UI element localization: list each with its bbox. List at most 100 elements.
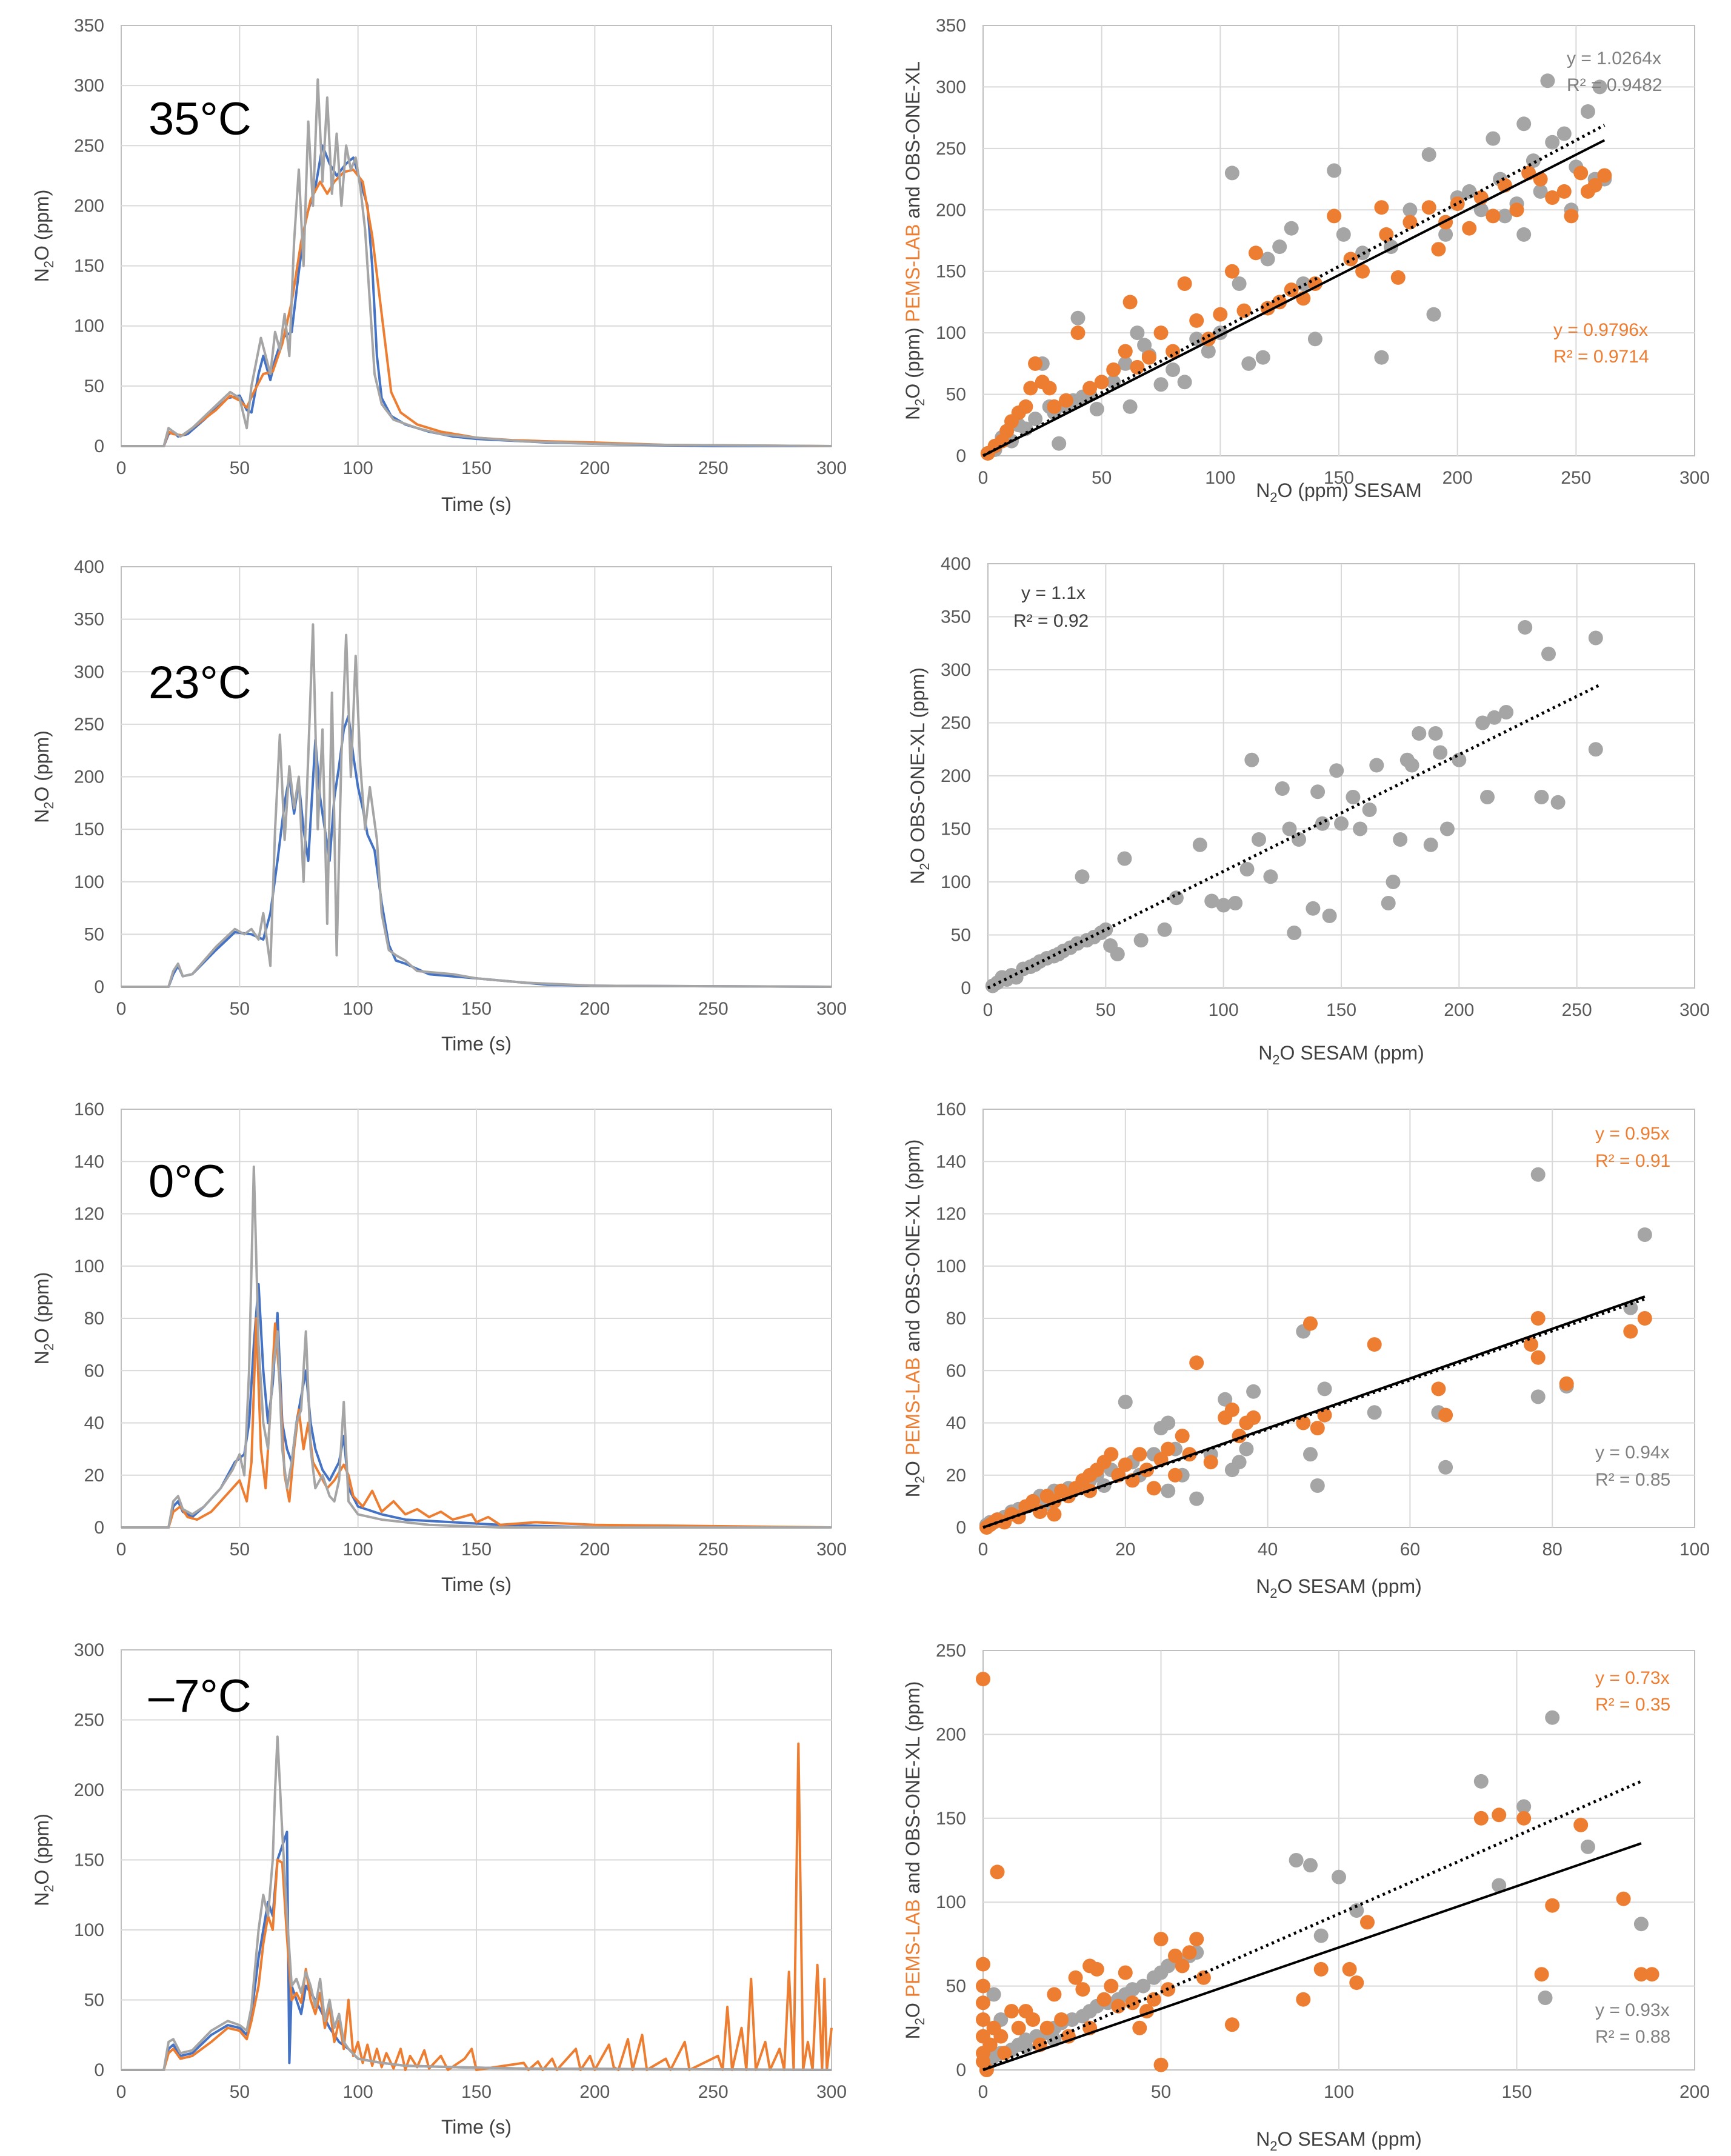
- point-obs-one-xl: [1516, 1799, 1532, 1814]
- point-pems-lab: [1224, 1402, 1239, 1417]
- x-tick-label: 50: [1096, 1000, 1116, 1020]
- x-tick-label: 0: [116, 458, 127, 478]
- point-obs-one-xl: [1545, 135, 1560, 150]
- point-pems-lab: [976, 1978, 990, 1994]
- point-obs-one-xl: [1433, 745, 1448, 760]
- fit-r2-pems-0c: R² = 0.91: [1595, 1151, 1670, 1171]
- x-tick-label: 0: [983, 1000, 993, 1020]
- point-obs-one-xl: [1588, 630, 1603, 646]
- x-tick-label: 300: [1679, 468, 1710, 488]
- point-obs-one-xl: [1157, 922, 1172, 937]
- point-pems-lab: [1644, 1967, 1659, 1982]
- y-tick-label: 150: [74, 256, 104, 276]
- point-obs-one-xl: [1428, 726, 1443, 741]
- y-tick-label: 50: [946, 385, 966, 405]
- point-obs-one-xl: [1275, 781, 1290, 796]
- x-axis-label: Time (s): [441, 2116, 512, 2138]
- point-pems-lab: [1402, 215, 1418, 230]
- point-obs-one-xl: [1332, 1869, 1346, 1884]
- point-pems-lab: [1141, 350, 1156, 365]
- point-obs-one-xl: [1239, 1441, 1254, 1457]
- x-axis-label: Time (s): [441, 1033, 512, 1055]
- point-pems-lab: [1153, 325, 1169, 341]
- x-tick-label: 250: [1561, 468, 1591, 488]
- y-tick-label: 120: [936, 1204, 966, 1224]
- point-obs-one-xl: [1534, 790, 1549, 804]
- point-pems-lab: [1161, 1441, 1176, 1457]
- point-obs-one-xl: [1130, 325, 1145, 341]
- point-pems-lab: [976, 1672, 990, 1687]
- point-pems-lab: [1075, 1982, 1090, 1997]
- point-obs-one-xl: [1110, 947, 1125, 961]
- point-obs-one-xl: [1369, 758, 1384, 773]
- point-pems-lab: [1026, 1494, 1041, 1509]
- point-pems-lab: [1132, 2020, 1147, 2035]
- fit-equation-obs-35c: y = 1.0264x: [1567, 48, 1661, 68]
- point-pems-lab: [1189, 1932, 1204, 1947]
- point-pems-lab: [1545, 190, 1560, 205]
- point-obs-one-xl: [1327, 163, 1342, 178]
- point-obs-one-xl: [1310, 1478, 1325, 1493]
- fit-line-pems-lab-fit: [982, 1842, 1642, 2071]
- point-obs-one-xl: [1329, 763, 1344, 778]
- y-axis-label: N2O OBS-ONE-XL (ppm): [907, 667, 932, 884]
- point-obs-one-xl: [1393, 832, 1408, 847]
- fit-r2-obs-minus7c: R² = 0.88: [1595, 2027, 1670, 2047]
- series-line-pems-lab-minus7c: [121, 1742, 833, 2071]
- panel-23c-scatter-plot: 0 50 100 150 200 250 300 0 50 100 150 200 250 300 350 4…: [907, 554, 1710, 1067]
- point-pems-lab: [1118, 1965, 1133, 1980]
- x-tick-label: 100: [343, 1540, 373, 1560]
- fit-equation-pems-minus7c: y = 0.73x: [1595, 1668, 1670, 1688]
- y-tick-label: 100: [941, 872, 971, 892]
- y-tick-label: 60: [84, 1361, 104, 1381]
- x-tick-label: 80: [1543, 1540, 1563, 1560]
- y-tick-label: 400: [941, 554, 971, 574]
- fit-line-obs-one-xl-fit: [982, 124, 1606, 458]
- temp-label-35c: 35°C: [148, 93, 252, 145]
- point-obs-one-xl: [1075, 869, 1090, 884]
- point-obs-one-xl: [1592, 79, 1607, 95]
- point-obs-one-xl: [1492, 1878, 1507, 1893]
- panel-23c-timeseries-plot: 0 50 100 150 200 250 300 0 50 100 150 200 250 300 350 4…: [31, 557, 847, 1055]
- point-pems-lab: [1355, 264, 1370, 279]
- y-tick-label: 100: [74, 1257, 104, 1277]
- x-tick-label: 300: [816, 458, 847, 478]
- point-obs-one-xl: [1499, 705, 1514, 719]
- point-obs-one-xl: [1161, 1415, 1176, 1430]
- y-tick-label: 100: [936, 1257, 966, 1277]
- x-tick-label: 250: [698, 2082, 729, 2102]
- y-tick-label: 350: [936, 16, 966, 36]
- point-obs-one-xl: [1439, 821, 1455, 836]
- point-obs-one-xl: [1289, 1853, 1304, 1867]
- point-obs-one-xl: [1255, 350, 1270, 365]
- point-pems-lab: [1039, 2020, 1055, 2035]
- y-tick-label: 150: [74, 819, 104, 839]
- x-axis-label: N2O SESAM (ppm): [1256, 2128, 1422, 2154]
- x-tick-label: 250: [698, 458, 729, 478]
- y-tick-label: 200: [941, 766, 971, 786]
- x-tick-label: 150: [461, 458, 492, 478]
- point-obs-one-xl: [1232, 276, 1247, 291]
- point-pems-lab: [1166, 344, 1181, 359]
- y-tick-label: 50: [946, 1977, 966, 1997]
- point-pems-lab: [1054, 2012, 1069, 2027]
- panel-0c-timeseries-plot: 0 50 100 150 200 250 300 0 20 40 60 80 100 120 140 160 T…: [31, 1100, 847, 1595]
- y-tick-label: 20: [84, 1466, 104, 1486]
- point-obs-one-xl: [1402, 202, 1418, 218]
- point-obs-one-xl: [1438, 227, 1453, 242]
- x-tick-label: 150: [1326, 1000, 1356, 1020]
- point-obs-one-xl: [1541, 646, 1556, 661]
- point-obs-one-xl: [1516, 227, 1532, 242]
- point-obs-one-xl: [1530, 1167, 1546, 1182]
- point-obs-one-xl: [1244, 752, 1259, 767]
- y-tick-label: 0: [956, 1518, 966, 1538]
- fit-line-obs-one-xl-fit: [982, 1780, 1642, 2072]
- x-axis-label: N2O (ppm) SESAM: [1256, 479, 1422, 505]
- x-tick-label: 0: [978, 468, 989, 488]
- point-pems-lab: [1313, 1961, 1329, 1977]
- point-obs-one-xl: [1216, 898, 1231, 913]
- x-tick-label: 300: [1679, 1000, 1710, 1020]
- point-pems-lab: [1106, 362, 1121, 377]
- point-pems-lab: [1026, 2012, 1041, 2027]
- point-obs-one-xl: [1452, 752, 1467, 767]
